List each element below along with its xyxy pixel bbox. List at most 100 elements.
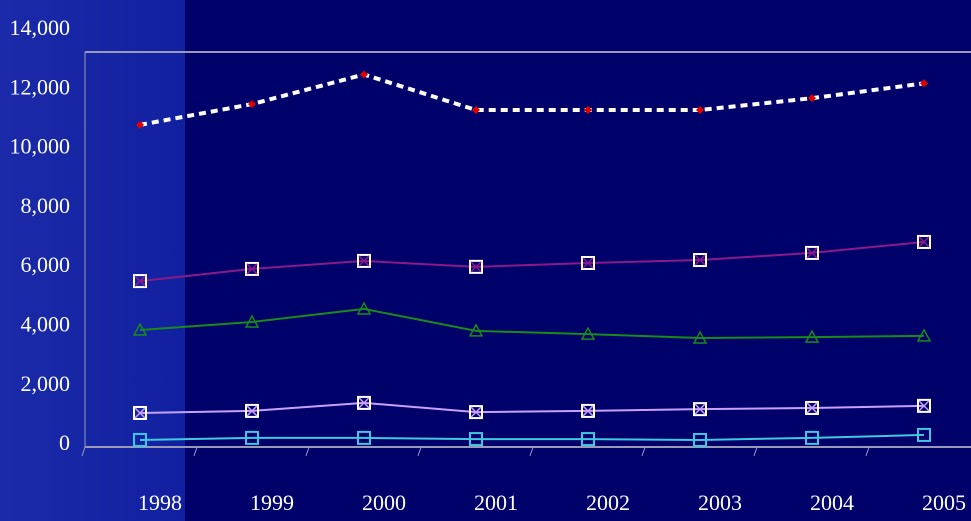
point-box bbox=[917, 427, 931, 442]
point-box bbox=[581, 432, 595, 447]
point bbox=[584, 106, 592, 115]
point bbox=[357, 253, 371, 268]
x-tick bbox=[417, 446, 422, 457]
point bbox=[133, 432, 147, 447]
x-tick-label: 2002 bbox=[586, 490, 630, 515]
y-tick-label: 12,000 bbox=[10, 74, 71, 99]
x-tick bbox=[641, 446, 646, 457]
point-box bbox=[469, 259, 483, 274]
point-cross bbox=[470, 406, 482, 418]
x-tick-label: 2004 bbox=[810, 490, 854, 515]
point-cross bbox=[134, 407, 146, 419]
plot: 0 2,000 4,000 6,000 8,000 10,000 12,000 14,000 1… bbox=[10, 15, 967, 515]
point-cross bbox=[806, 402, 818, 414]
point bbox=[917, 398, 931, 413]
point bbox=[245, 430, 259, 445]
series-line bbox=[139, 72, 925, 127]
point-cross bbox=[246, 263, 258, 275]
point-box bbox=[357, 253, 371, 268]
x-tick-label: 2003 bbox=[698, 490, 742, 515]
point bbox=[132, 322, 148, 336]
point bbox=[136, 120, 144, 129]
point bbox=[469, 259, 483, 274]
point bbox=[696, 106, 704, 115]
y-tick-label: 14,000 bbox=[10, 15, 71, 40]
point bbox=[360, 70, 368, 79]
point bbox=[917, 427, 931, 442]
point bbox=[581, 255, 595, 270]
point-box bbox=[357, 395, 371, 410]
point bbox=[693, 432, 707, 447]
point bbox=[808, 94, 816, 103]
point-box bbox=[133, 432, 147, 447]
point-box bbox=[805, 400, 819, 415]
point bbox=[469, 405, 483, 420]
point-box bbox=[805, 245, 819, 260]
point bbox=[692, 330, 708, 344]
y-tick-label: 8,000 bbox=[21, 193, 71, 218]
x-tick-label: 2000 bbox=[362, 490, 406, 515]
point-cross bbox=[918, 236, 930, 248]
point bbox=[248, 100, 256, 109]
y-tick-label: 6,000 bbox=[21, 252, 71, 277]
point-box bbox=[245, 430, 259, 445]
point bbox=[693, 253, 707, 268]
point bbox=[581, 432, 595, 447]
point-cross bbox=[694, 254, 706, 266]
x-tick-label: 1998 bbox=[138, 490, 182, 515]
point-box bbox=[245, 261, 259, 276]
point bbox=[804, 329, 820, 343]
point bbox=[472, 106, 480, 115]
point-cross bbox=[358, 397, 370, 409]
y-tick-label: 10,000 bbox=[10, 134, 71, 159]
point-cross bbox=[134, 275, 146, 287]
y-tick-label: 2,000 bbox=[21, 371, 71, 396]
series-line bbox=[139, 401, 925, 414]
point-cross bbox=[358, 255, 370, 267]
point bbox=[805, 430, 819, 445]
point-box bbox=[917, 234, 931, 249]
background-strip bbox=[0, 0, 185, 521]
point-cross bbox=[918, 400, 930, 412]
point bbox=[805, 245, 819, 260]
point bbox=[245, 403, 259, 418]
point bbox=[693, 402, 707, 417]
point-cross bbox=[582, 405, 594, 417]
point-box bbox=[581, 255, 595, 270]
point-box bbox=[133, 405, 147, 420]
point-cross bbox=[582, 257, 594, 269]
x-tick bbox=[193, 446, 198, 457]
point bbox=[805, 400, 819, 415]
point bbox=[580, 326, 596, 340]
x-tick bbox=[305, 446, 310, 457]
point bbox=[357, 395, 371, 410]
point bbox=[469, 432, 483, 447]
x-tick bbox=[529, 446, 534, 457]
point bbox=[244, 314, 260, 328]
x-tick bbox=[865, 446, 870, 457]
point-box bbox=[469, 405, 483, 420]
point bbox=[245, 261, 259, 276]
point bbox=[468, 323, 484, 337]
point bbox=[920, 79, 928, 88]
x-tick bbox=[81, 446, 86, 457]
point bbox=[133, 274, 147, 289]
point-box bbox=[245, 403, 259, 418]
point bbox=[581, 403, 595, 418]
point-box bbox=[357, 430, 371, 445]
point-box bbox=[917, 398, 931, 413]
x-tick-label: 2005 bbox=[922, 490, 966, 515]
point-box bbox=[805, 430, 819, 445]
y-tick-label: 0 bbox=[59, 430, 70, 455]
point-box bbox=[469, 432, 483, 447]
series-line bbox=[139, 240, 925, 283]
point-cross bbox=[694, 403, 706, 415]
point-box bbox=[693, 432, 707, 447]
series-line bbox=[139, 433, 925, 441]
point-box bbox=[581, 403, 595, 418]
point-box bbox=[693, 402, 707, 417]
background bbox=[185, 0, 971, 521]
point-box bbox=[693, 253, 707, 268]
point bbox=[917, 234, 931, 249]
